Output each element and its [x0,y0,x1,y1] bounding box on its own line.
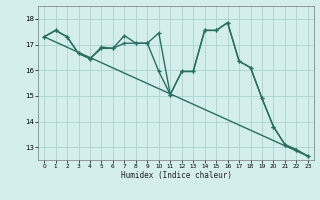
X-axis label: Humidex (Indice chaleur): Humidex (Indice chaleur) [121,171,231,180]
